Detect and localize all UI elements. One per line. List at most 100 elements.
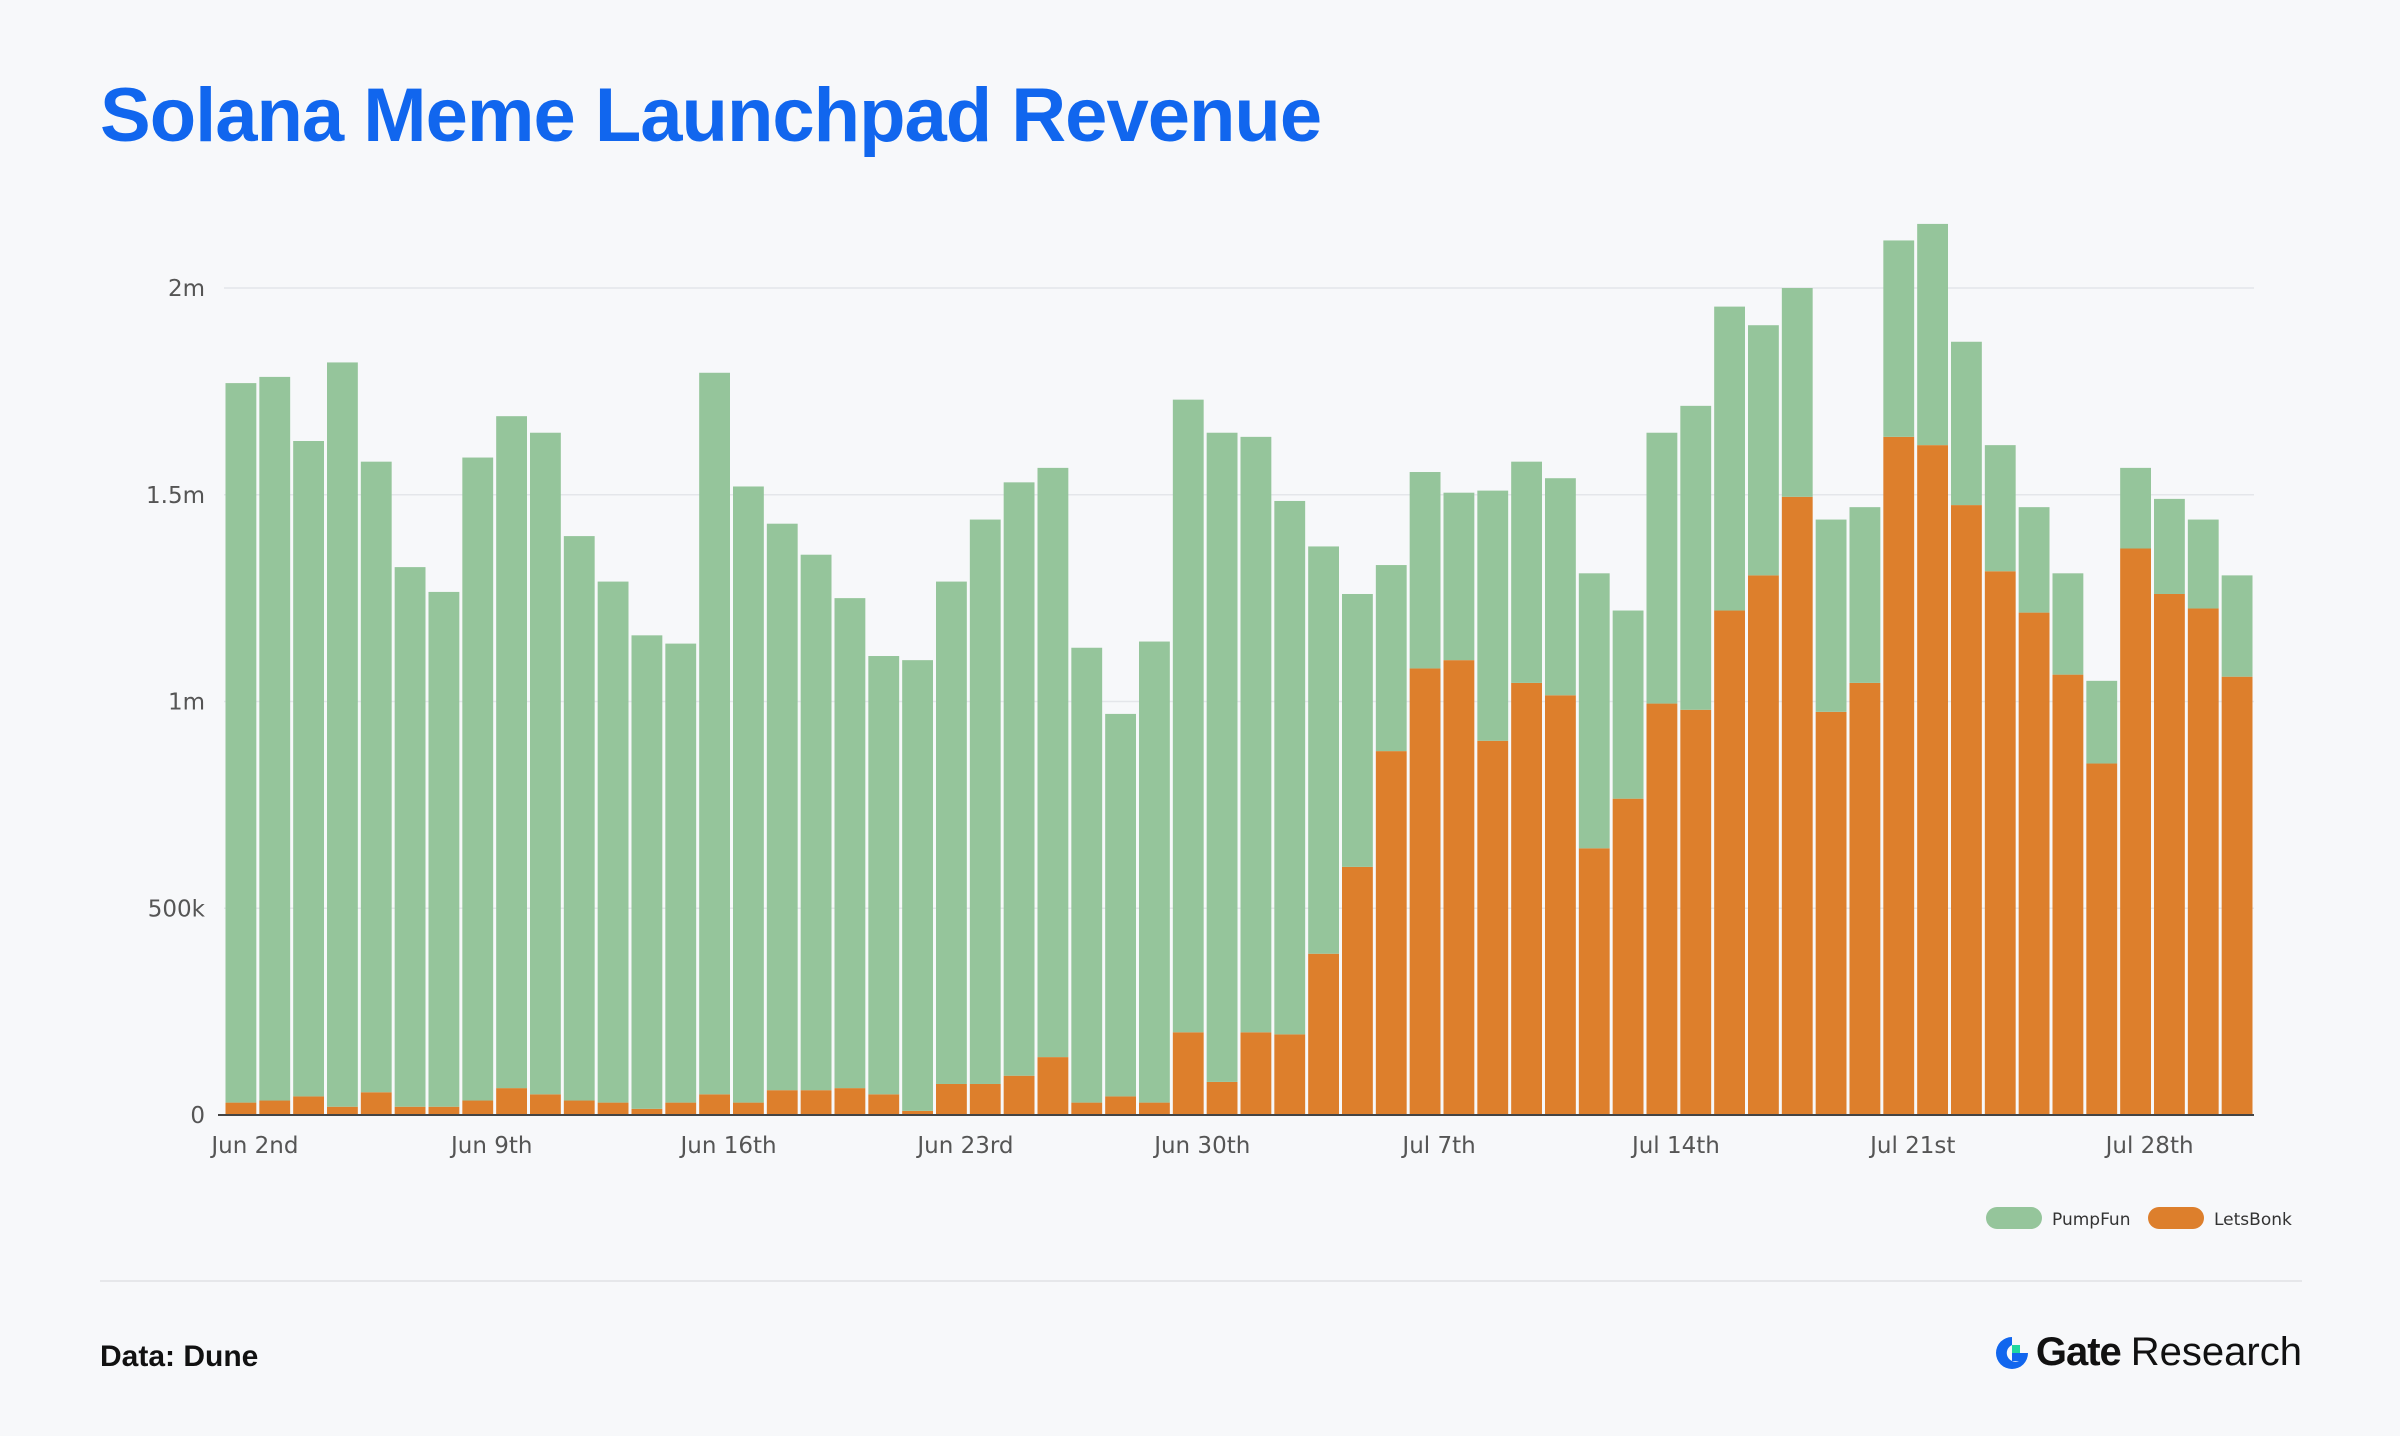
bar-pumpfun (1206, 432, 1238, 1082)
bar-letsbonk (936, 1083, 967, 1115)
bar-pumpfun (699, 372, 730, 1095)
bar-letsbonk (1680, 709, 1712, 1115)
bar-pumpfun (1984, 445, 2016, 572)
bar-pumpfun (1240, 436, 1272, 1033)
bar-pumpfun (496, 416, 527, 1089)
bar-pumpfun (462, 457, 494, 1101)
bar-letsbonk (665, 1102, 697, 1115)
bar-letsbonk (2052, 674, 2084, 1115)
bar-letsbonk (462, 1100, 494, 1115)
y-tick-label: 2m (168, 276, 205, 302)
bar-pumpfun (2018, 507, 2050, 613)
bar-pumpfun (1917, 223, 1948, 446)
bar-pumpfun (1815, 519, 1847, 712)
bar-letsbonk (1105, 1096, 1136, 1115)
bar-pumpfun (360, 461, 392, 1093)
bar-letsbonk (394, 1106, 426, 1115)
bar-letsbonk (1342, 866, 1373, 1115)
y-tick-label: 500k (148, 896, 206, 922)
bar-pumpfun (902, 660, 933, 1111)
bar-letsbonk (1917, 445, 1948, 1115)
legend-swatch (2148, 1207, 2204, 1229)
bar-letsbonk (1409, 668, 1441, 1115)
bar-pumpfun (1714, 306, 1745, 611)
bar-letsbonk (1375, 751, 1407, 1115)
bar-letsbonk (834, 1088, 866, 1115)
bar-pumpfun (1781, 288, 1813, 497)
bar-letsbonk (1274, 1034, 1306, 1115)
bar-letsbonk (1883, 436, 1915, 1115)
bar-letsbonk (1206, 1081, 1238, 1115)
bar-pumpfun (2086, 680, 2118, 764)
bar-letsbonk (1951, 505, 1982, 1115)
data-source-label: Data: Dune (100, 1340, 259, 1373)
bar-pumpfun (1443, 492, 1475, 661)
bar-pumpfun (2120, 467, 2151, 549)
chart-title: Solana Meme Launchpad Revenue (100, 73, 1322, 158)
bar-pumpfun (868, 656, 900, 1095)
gate-logo-icon (1995, 1336, 2028, 1369)
bar-letsbonk (699, 1094, 730, 1115)
bar-pumpfun (665, 643, 697, 1103)
brand-sub: Research (2130, 1330, 2302, 1374)
bar-letsbonk (1172, 1032, 1204, 1115)
bar-pumpfun (2221, 575, 2253, 677)
bar-pumpfun (800, 554, 832, 1091)
x-tick-label: Jun 23rd (915, 1133, 1013, 1159)
bar-letsbonk (1748, 575, 1779, 1115)
bar-letsbonk (1578, 848, 1610, 1115)
bar-letsbonk (2018, 612, 2050, 1115)
bar-pumpfun (1003, 482, 1035, 1076)
bar-letsbonk (766, 1090, 798, 1115)
bar-letsbonk (800, 1090, 832, 1115)
bar-pumpfun (1477, 490, 1509, 741)
bar-letsbonk (969, 1083, 1001, 1115)
x-tick-label: Jul 14th (1630, 1133, 1720, 1159)
bar-letsbonk (360, 1092, 392, 1115)
brand-name: Gate (2035, 1330, 2122, 1374)
bar-letsbonk (1815, 711, 1847, 1115)
bar-series (225, 223, 2253, 1115)
bar-pumpfun (225, 383, 257, 1103)
x-tick-label: Jul 7th (1400, 1133, 1475, 1159)
bar-pumpfun (733, 486, 764, 1103)
legend-label: LetsBonk (2214, 1210, 2292, 1230)
bar-letsbonk (902, 1110, 933, 1115)
bar-pumpfun (1342, 593, 1373, 867)
bar-pumpfun (259, 376, 291, 1101)
bar-letsbonk (293, 1096, 324, 1115)
bar-letsbonk (225, 1102, 257, 1115)
bar-letsbonk (733, 1102, 764, 1115)
bar-pumpfun (1849, 507, 1881, 683)
bar-pumpfun (2154, 498, 2185, 594)
x-tick-label: Jul 21st (1868, 1133, 1955, 1159)
stacked-bar-chart: 0 500k 1m 1.5m 2m Jun 2nd Jun 9th Jun 16th Jun 2… (146, 223, 2292, 1230)
bar-letsbonk (1714, 610, 1745, 1115)
bar-letsbonk (1849, 682, 1881, 1115)
bar-pumpfun (563, 536, 595, 1101)
x-tick-label: Jun 30th (1152, 1133, 1250, 1159)
bar-pumpfun (1951, 341, 1982, 506)
bar-letsbonk (1308, 953, 1339, 1115)
bar-pumpfun (1545, 478, 1576, 696)
y-tick-label: 0 (190, 1103, 205, 1129)
bar-letsbonk (2086, 763, 2118, 1115)
bar-letsbonk (631, 1108, 663, 1115)
bar-letsbonk (1071, 1102, 1103, 1115)
x-tick-label: Jun 9th (449, 1133, 532, 1159)
bar-pumpfun (1274, 500, 1306, 1035)
bar-letsbonk (563, 1100, 595, 1115)
y-tick-label: 1.5m (146, 483, 205, 509)
bar-letsbonk (1003, 1075, 1035, 1115)
bar-letsbonk (2120, 548, 2151, 1115)
bar-letsbonk (1646, 703, 1678, 1115)
bar-pumpfun (1172, 399, 1204, 1033)
bar-letsbonk (1139, 1102, 1170, 1115)
bar-pumpfun (1071, 647, 1103, 1103)
legend: PumpFun LetsBonk (1986, 1207, 2292, 1230)
bar-letsbonk (2187, 608, 2219, 1115)
bar-pumpfun (936, 581, 967, 1084)
bar-pumpfun (1612, 610, 1644, 799)
bar-pumpfun (1883, 240, 1915, 437)
x-tick-label: Jul 28th (2104, 1133, 2194, 1159)
